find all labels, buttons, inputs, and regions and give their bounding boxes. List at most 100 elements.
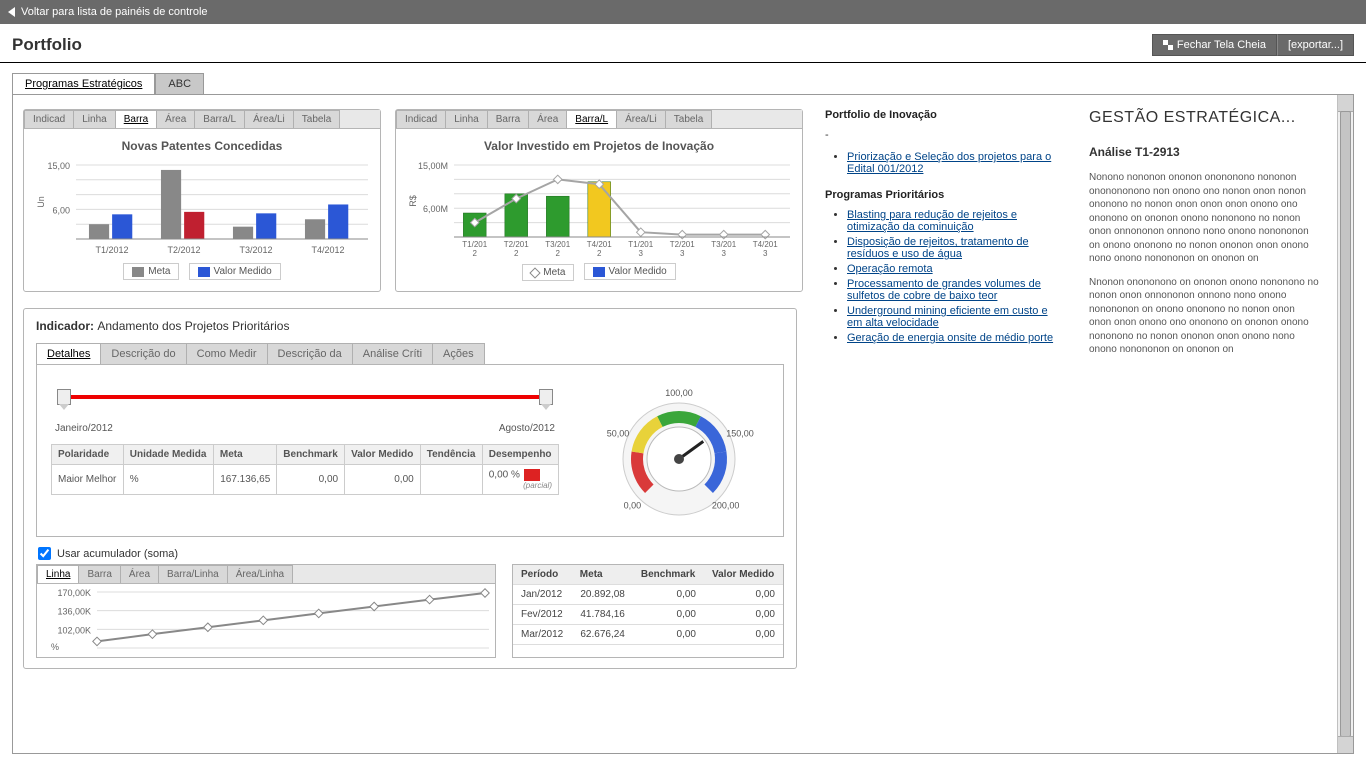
svg-text:100,00: 100,00 [665,388,693,398]
chart1-tab-1[interactable]: Linha [73,110,115,128]
svg-text:6,00: 6,00 [52,205,70,215]
chart1-title: Novas Patentes Concedidas [32,139,372,153]
chevron-left-icon [8,7,15,17]
program-link-5[interactable]: Geração de energia onsite de médio porte [847,332,1053,344]
svg-text:3: 3 [680,249,685,258]
chart1-tab-3[interactable]: Área [156,110,195,128]
svg-text:3: 3 [722,249,727,258]
analise-para1: Nonono nononon ononon onononono nononon … [1089,171,1319,266]
svg-text:T3/201: T3/201 [711,240,736,249]
detail-tab-2[interactable]: Como Medir [186,343,268,364]
analise-subtitle: Análise T1-2913 [1089,145,1319,159]
detail-tab-1[interactable]: Descrição do [100,343,186,364]
svg-text:3: 3 [763,249,768,258]
lower-chart-tab-4[interactable]: Área/Linha [227,565,293,583]
chart2-tab-4[interactable]: Barra/L [566,110,617,128]
accumulator-checkbox[interactable] [38,547,51,560]
svg-text:T1/201: T1/201 [628,240,653,249]
chart2-tab-5[interactable]: Área/Li [616,110,666,128]
chart2-tab-2[interactable]: Barra [487,110,529,128]
vertical-scrollbar[interactable] [1337,95,1353,753]
chart1-legend-valor: Valor Medido [189,263,281,280]
program-link-1[interactable]: Disposição de rejeitos, tratamento de re… [847,236,1029,260]
chart2-tab-3[interactable]: Área [528,110,567,128]
period-table: PeríodoMetaBenchmarkValor Medido Jan/201… [513,565,783,645]
back-link[interactable]: Voltar para lista de painéis de controle [8,6,208,18]
svg-text:2: 2 [597,249,602,258]
chart2-legend-valor: Valor Medido [584,263,676,280]
lower-chart-tab-3[interactable]: Barra/Linha [158,565,228,583]
svg-text:%: % [51,642,59,652]
chart1-tab-0[interactable]: Indicad [24,110,74,128]
svg-text:T4/201: T4/201 [587,240,612,249]
svg-text:0,00: 0,00 [624,501,642,511]
svg-text:T2/201: T2/201 [504,240,529,249]
svg-text:2: 2 [473,249,478,258]
svg-text:R$: R$ [408,195,418,207]
svg-text:T2/201: T2/201 [670,240,695,249]
detail-tab-4[interactable]: Análise Críti [352,343,433,364]
export-button[interactable]: [exportar...] [1277,34,1354,56]
chart2-tab-6[interactable]: Tabela [665,110,712,128]
fullscreen-button[interactable]: Fechar Tela Cheia [1152,34,1277,56]
lower-chart-tab-2[interactable]: Área [120,565,159,583]
svg-text:50,00: 50,00 [607,429,630,439]
detail-tab-5[interactable]: Ações [432,343,485,364]
slider-end-label: Agosto/2012 [499,423,555,434]
svg-text:T2/2012: T2/2012 [167,245,200,255]
program-link-3[interactable]: Processamento de grandes volumes de sulf… [847,278,1041,302]
program-link-0[interactable]: Blasting para redução de rejeitos e otim… [847,209,1017,233]
svg-text:T4/2012: T4/2012 [311,245,344,255]
svg-text:136,00K: 136,00K [57,607,91,617]
program-link-2[interactable]: Operação remota [847,263,933,275]
info-heading-portfolio: Portfolio de Inovação [825,109,1065,121]
svg-text:150,00: 150,00 [726,429,754,439]
details-table: PolaridadeUnidade MedidaMetaBenchmarkVal… [51,444,559,495]
main-tab-0[interactable]: Programas Estratégicos [12,73,155,94]
detail-tab-0[interactable]: Detalhes [36,343,101,364]
accumulator-label: Usar acumulador (soma) [57,548,178,560]
chart1-tab-2[interactable]: Barra [115,110,157,128]
svg-text:3: 3 [639,249,644,258]
indicator-title: Indicador: Andamento dos Projetos Priori… [36,319,784,333]
lower-chart-plot: 170,00K 136,00K 102,00K% [37,584,495,654]
svg-text:Un: Un [36,196,46,208]
svg-text:2: 2 [556,249,561,258]
slider-handle-start[interactable] [57,389,71,405]
svg-text:170,00K: 170,00K [57,588,91,598]
svg-text:2: 2 [514,249,519,258]
chart2-tab-1[interactable]: Linha [445,110,487,128]
chart2-legend-meta: Meta [522,264,574,281]
fullscreen-icon [1163,40,1173,50]
lower-chart-tab-1[interactable]: Barra [78,565,120,583]
svg-text:102,00K: 102,00K [57,625,91,635]
info-link-edital[interactable]: Priorização e Seleção dos projetos para … [847,151,1051,175]
chart1-plot: 15,00 6,00 Un T1/2012 T2/2012 T3/2012 T4/2012 [32,159,372,259]
svg-text:6,00M: 6,00M [423,204,448,214]
chart1-tab-5[interactable]: Área/Li [244,110,294,128]
back-label: Voltar para lista de painéis de controle [21,6,208,18]
gauge: 0,00 50,00 100,00 150,00 200,00 [594,379,764,519]
slider-handle-end[interactable] [539,389,553,405]
chart2-plot: 15,00M6,00MR$T1/2012T2/2012T3/2012T4/201… [404,159,794,259]
date-slider[interactable] [57,387,553,417]
svg-text:T3/201: T3/201 [545,240,570,249]
svg-text:T1/2012: T1/2012 [95,245,128,255]
detail-tab-3[interactable]: Descrição da [267,343,353,364]
info-heading-programas: Programas Prioritários [825,189,1065,201]
svg-text:15,00: 15,00 [47,161,70,171]
slider-start-label: Janeiro/2012 [55,423,113,434]
program-link-4[interactable]: Underground mining eficiente em custo e … [847,305,1048,329]
svg-text:200,00: 200,00 [712,501,740,511]
svg-text:T1/201: T1/201 [462,240,487,249]
analise-para2: Nnonon onononono on ononon onono nononon… [1089,276,1319,357]
chart1-tab-4[interactable]: Barra/L [194,110,245,128]
main-tab-1[interactable]: ABC [155,73,204,94]
page-title: Portfolio [12,35,82,55]
svg-text:T4/201: T4/201 [753,240,778,249]
gestao-title: GESTÃO ESTRATÉGICA... [1089,109,1319,127]
lower-chart-tab-0[interactable]: Linha [37,565,79,583]
chart1-tab-6[interactable]: Tabela [293,110,340,128]
svg-text:T3/2012: T3/2012 [239,245,272,255]
chart2-tab-0[interactable]: Indicad [396,110,446,128]
